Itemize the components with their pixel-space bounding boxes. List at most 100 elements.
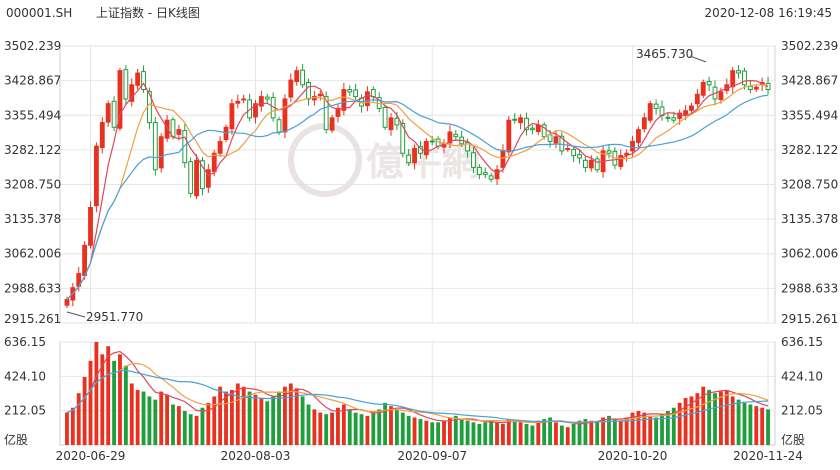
candle-body [706, 81, 712, 86]
volume-bar [224, 391, 228, 445]
volume-bar [524, 423, 529, 445]
volume-bar [88, 360, 93, 445]
candle-body [500, 150, 506, 168]
volume-bar [495, 422, 499, 445]
candle-body [653, 103, 659, 109]
candle-body [365, 91, 370, 107]
price-tick-label-left: 3282.122 [4, 143, 61, 157]
volume-bar [436, 422, 441, 445]
volume-bar [347, 409, 352, 445]
volume-bar [418, 419, 423, 445]
volume-bar [607, 415, 611, 445]
stock-code: 000001.SH [6, 6, 73, 20]
candle-body [176, 129, 182, 135]
volume-bar [118, 354, 122, 445]
candle-body [88, 207, 93, 246]
candle-body [99, 122, 105, 149]
candle-body [529, 127, 535, 131]
candle-body [406, 154, 412, 164]
volume-bar [212, 396, 217, 445]
volume-bar [141, 391, 146, 445]
volume-bar [171, 404, 175, 445]
volume-bar [542, 419, 547, 445]
volume-bar [377, 409, 382, 445]
volume-bar [318, 412, 323, 445]
volume-bar [483, 422, 488, 445]
volume-bar [618, 420, 623, 445]
candle-body [753, 86, 759, 90]
candle-body [630, 140, 635, 152]
date-tick-label: 2020-08-03 [221, 449, 291, 463]
volume-bar [218, 386, 223, 445]
candle-body [229, 103, 235, 130]
volume-bar [353, 412, 358, 445]
candle-body [647, 103, 653, 121]
volume-bar [489, 420, 494, 445]
price-tick-label-right: 3208.750 [781, 178, 838, 192]
volume-bar [512, 420, 517, 445]
volume-tick-label-left: 636.15 [4, 335, 46, 349]
candle-body [594, 158, 600, 171]
volume-bar [589, 420, 594, 445]
price-tick-label-right: 2988.633 [781, 281, 838, 295]
candle-body [205, 169, 211, 188]
candle-body [158, 136, 164, 169]
candle-body [282, 98, 288, 133]
candle-body [547, 134, 553, 142]
volume-bar [100, 354, 105, 445]
grid [59, 45, 776, 446]
candle-body [317, 93, 323, 97]
volume-bar [648, 415, 653, 445]
volume-ma20-line [66, 369, 769, 423]
candle-body [571, 148, 577, 157]
volume-bar [501, 423, 505, 445]
volume-bar [288, 383, 293, 445]
ma10-line [66, 84, 769, 300]
volume-bar [153, 399, 158, 445]
volume-bar [306, 404, 311, 445]
price-tick-label-left: 3428.867 [4, 74, 61, 88]
volume-bar [636, 410, 641, 445]
volume-bar [294, 388, 299, 445]
volume-bar [336, 407, 340, 445]
candle-body [105, 103, 111, 123]
candle-body [677, 112, 683, 119]
volume-bar [406, 415, 411, 445]
volume-bar [159, 391, 164, 445]
candle-body [200, 160, 205, 190]
volume-bar [253, 394, 258, 445]
volume-bar [312, 409, 317, 445]
volume-bar [471, 422, 476, 445]
volume-tick-label-right: 212.05 [781, 404, 823, 418]
candle-body [700, 81, 706, 96]
low-annotation: 2951.770 [86, 310, 143, 324]
ma5-line [66, 79, 769, 300]
volume-bar [424, 420, 429, 445]
volume-bar [548, 417, 552, 445]
candle-body [117, 70, 123, 129]
candle-body [288, 79, 294, 98]
candle-body [447, 131, 453, 144]
volume-bar [147, 396, 152, 445]
moving-averages [66, 79, 769, 425]
candle-body [306, 81, 311, 100]
volume-bar [430, 422, 435, 445]
candle-body [471, 152, 476, 168]
volume-bar [724, 389, 729, 445]
volume-bar [106, 346, 111, 445]
watermark-logo [288, 123, 362, 197]
candle-body [488, 175, 494, 180]
high-annotation: 3465.730 [636, 47, 693, 61]
volume-bar [394, 409, 399, 445]
candle-body [694, 93, 700, 105]
candle-body [152, 122, 158, 171]
volume-bars [65, 342, 770, 445]
candle-body [742, 70, 747, 86]
volume-bar [559, 425, 564, 445]
candle-body [683, 110, 688, 116]
volume-bar [766, 409, 770, 445]
candle-body [164, 119, 170, 139]
volume-bar [365, 415, 370, 445]
price-tick-label-right: 3502.239 [781, 39, 838, 53]
candle-body [82, 244, 88, 276]
